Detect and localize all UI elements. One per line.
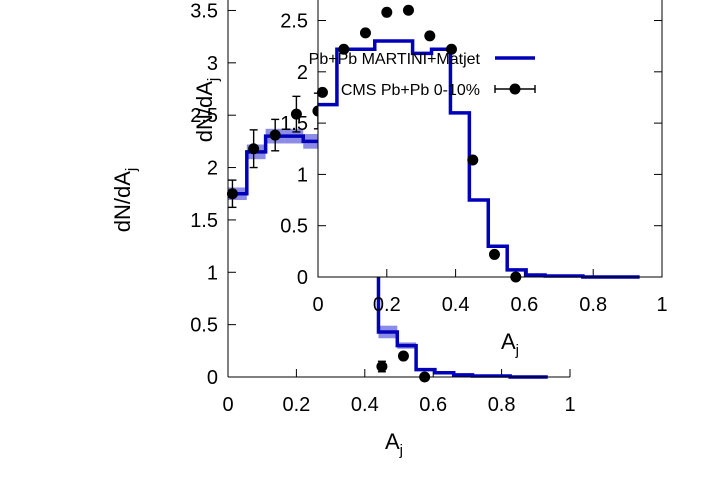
inset-xtick-label: 0.2 <box>373 294 401 316</box>
main-data-point <box>248 143 260 155</box>
inset-y-axis-label: dN/dAj <box>192 78 222 143</box>
inset-ytick-label: 2.5 <box>280 11 308 33</box>
main-xtick-label: 0.2 <box>282 394 310 416</box>
inset-data-point <box>381 6 393 18</box>
main-xtick-label: 0 <box>222 394 233 416</box>
inset-y-axis-label-sub: j <box>205 78 222 82</box>
inset-xtick-label: 0.6 <box>510 294 538 316</box>
legend-swatch-cms-point <box>509 83 521 95</box>
main-data-point <box>397 350 409 362</box>
inset-ytick-label: 1 <box>297 164 308 186</box>
main-xtick-label: 0.6 <box>419 394 447 416</box>
main-xtick-label: 0.4 <box>351 394 379 416</box>
main-data-point <box>290 108 302 120</box>
inset-x-axis-label: Aj <box>501 329 519 359</box>
inset-data-point <box>402 4 414 16</box>
main-ytick-label: 3.5 <box>190 0 218 22</box>
inset-plot: 00.511.522.50 0.2 0.4 0.6 0.8 1AjdN/dAjPb+Pb … <box>192 0 668 359</box>
inset-model-step-line <box>318 39 640 279</box>
inset-xtick-label: 1 <box>656 294 667 316</box>
inset-xtick-label: 0 <box>312 294 323 316</box>
inset-data-point <box>445 43 457 55</box>
main-ytick-label: 1 <box>207 262 218 284</box>
main-xtick-label: 0.8 <box>488 394 516 416</box>
inset-ytick-label: 0 <box>297 267 308 289</box>
main-ytick-label: 3 <box>207 53 218 75</box>
main-ytick-label: 1.5 <box>190 210 218 232</box>
main-data-point <box>376 361 388 373</box>
main-ytick-label: 0 <box>207 367 218 389</box>
legend-label-model: Pb+Pb MARTINI+Matjet <box>309 51 481 68</box>
inset-data-point <box>338 43 350 55</box>
inset-data-point <box>467 154 479 166</box>
legend-label-cms: CMS Pb+Pb 0-10% <box>341 82 480 99</box>
inset-data-point <box>424 30 436 42</box>
inset-y-axis-label-main: dN/dA <box>192 81 217 142</box>
main-ytick-label: 2 <box>207 158 218 180</box>
main-x-axis-label: Aj <box>385 429 403 459</box>
inset-x-axis-label-sub: j <box>515 342 519 359</box>
main-x-axis-label-main: A <box>385 429 400 454</box>
inset-data-point <box>359 27 371 39</box>
inset-ytick-label: 2 <box>297 62 308 84</box>
inset-xtick-label: 0.4 <box>442 294 470 316</box>
inset-xtick-label: 0.8 <box>579 294 607 316</box>
main-y-axis-label: dN/dAj <box>110 168 140 233</box>
main-ytick-label: 2.5 <box>190 105 218 127</box>
main-xtick-label: 1 <box>564 394 575 416</box>
main-data-point <box>269 129 281 141</box>
main-y-axis-label-main: dN/dA <box>110 171 135 232</box>
inset-data-point <box>316 86 328 98</box>
main-y-axis-label-sub: j <box>123 168 140 172</box>
main-model-step-line <box>228 134 548 379</box>
inset-ytick-label: 0.5 <box>280 216 308 238</box>
main-data-point <box>226 188 238 200</box>
main-ytick-label: 0.5 <box>190 315 218 337</box>
inset-x-axis-label-main: A <box>501 329 516 354</box>
main-x-axis-label-sub: j <box>399 442 403 459</box>
inset-data-point <box>488 248 500 260</box>
inset-ytick-label: 1.5 <box>280 113 308 135</box>
